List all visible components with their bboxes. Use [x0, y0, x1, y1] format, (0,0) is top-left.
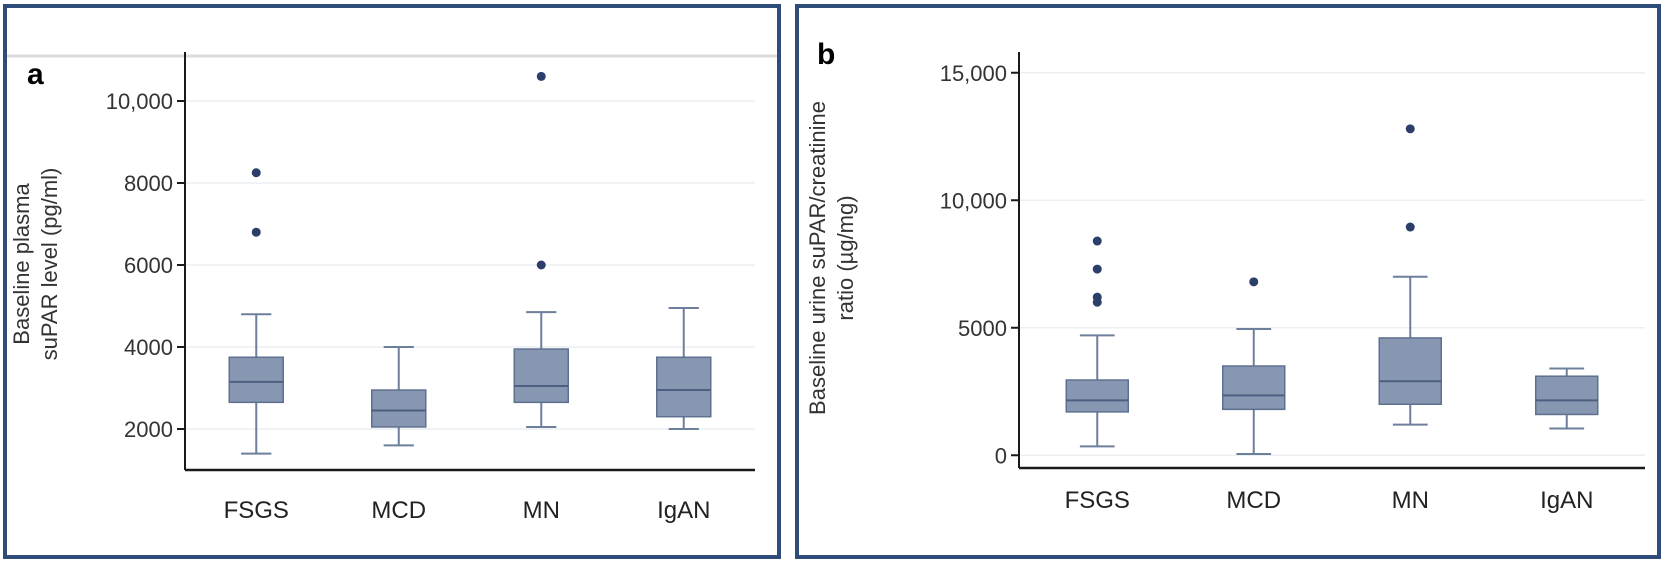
outlier-point: [1092, 264, 1102, 274]
x-category-label: IgAN: [1540, 487, 1593, 514]
outlier-point: [1405, 222, 1415, 232]
box-iqr: [1065, 379, 1129, 413]
outlier-point: [536, 260, 546, 270]
y-tick-label: 0: [995, 443, 1007, 468]
y-tick-label: 4000: [124, 335, 173, 360]
outlier-point: [1092, 292, 1102, 302]
outlier-point: [1092, 236, 1102, 246]
panel-a: 2000 4000 6000 8000 10,000 a Baseline plasma su…: [3, 4, 781, 559]
box-iqr: [1535, 375, 1599, 416]
outlier-point: [536, 71, 546, 81]
outlier-point: [1249, 277, 1259, 287]
box-iqr: [1378, 337, 1442, 406]
boxplot-urine-supar-ratio: 0 5000 10,000 15,000 b Baseline urine suPAR/c…: [805, 38, 1645, 514]
box-iqr: [513, 348, 569, 404]
x-category-label: MN: [523, 497, 560, 524]
box-iqr: [228, 356, 284, 404]
x-category-label: MN: [1392, 487, 1429, 514]
outlier-point: [1405, 124, 1415, 134]
y-axis-label: Baseline plasma: [9, 183, 34, 345]
panel-b: 0 5000 10,000 15,000 b Baseline urine suPAR/c…: [795, 4, 1661, 559]
y-tick-label: 10,000: [940, 188, 1007, 213]
box-iqr: [1222, 365, 1286, 411]
outlier-point: [251, 227, 261, 237]
boxplot-plasma-supar: 2000 4000 6000 8000 10,000 a Baseline plasma su…: [7, 52, 777, 524]
y-tick-label: 15,000: [940, 61, 1007, 86]
x-category-label: IgAN: [657, 497, 710, 524]
x-category-label: FSGS: [1065, 487, 1130, 514]
y-tick-label: 6000: [124, 253, 173, 278]
box-iqr: [656, 356, 712, 418]
box-iqr: [371, 389, 427, 428]
y-tick-label: 2000: [124, 417, 173, 442]
panel-tag: b: [817, 38, 835, 71]
y-tick-label: 8000: [124, 171, 173, 196]
y-axis-label: suPAR level (pg/ml): [37, 168, 62, 361]
y-tick-label: 10,000: [106, 89, 173, 114]
x-category-label: MCD: [371, 497, 426, 524]
y-axis-label: Baseline urine suPAR/creatinine: [805, 101, 830, 415]
y-tick-label: 5000: [958, 316, 1007, 341]
x-category-label: MCD: [1226, 487, 1281, 514]
outlier-point: [251, 168, 261, 178]
panel-tag: a: [27, 58, 44, 91]
y-axis-label: ratio (µg/mg): [833, 195, 858, 320]
x-category-label: FSGS: [224, 497, 289, 524]
